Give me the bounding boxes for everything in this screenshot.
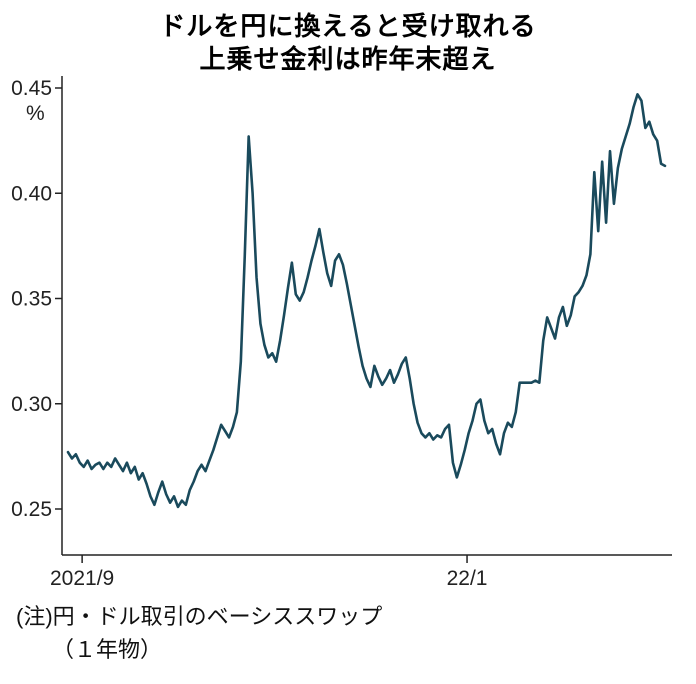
footnote-line1: (注)円・ドル取引のベーシススワップ (16, 604, 383, 629)
footnote-line2: （１年物） (52, 637, 163, 662)
chart-title: ドルを円に換えると受け取れる 上乗せ金利は昨年末超え (0, 10, 696, 75)
y-tick-label: 0.40 (11, 182, 52, 205)
chart-title-line1: ドルを円に換えると受け取れる (159, 11, 537, 41)
chart-title-line2: 上乗せ金利は昨年末超え (199, 43, 497, 74)
y-axis-unit-label: % (26, 102, 45, 125)
line-series (66, 93, 667, 509)
chart-footnote: (注)円・ドル取引のベーシススワップ （１年物） (16, 600, 382, 666)
y-tick-label: 0.35 (11, 288, 52, 311)
chart-area: 0.45 0.40 0.35 0.30 0.25% 2021/9 22/1 (0, 70, 696, 590)
x-tick-label: 22/1 (447, 567, 488, 590)
y-tick-label: 0.45 (11, 77, 52, 100)
y-tick-label: 0.30 (11, 393, 52, 416)
x-tick-label: 2021/9 (50, 567, 114, 590)
basis-swap-line-chart: 0.45 0.40 0.35 0.30 0.25% 2021/9 22/1 (11, 76, 672, 590)
y-tick-label: 0.25 (11, 498, 52, 521)
